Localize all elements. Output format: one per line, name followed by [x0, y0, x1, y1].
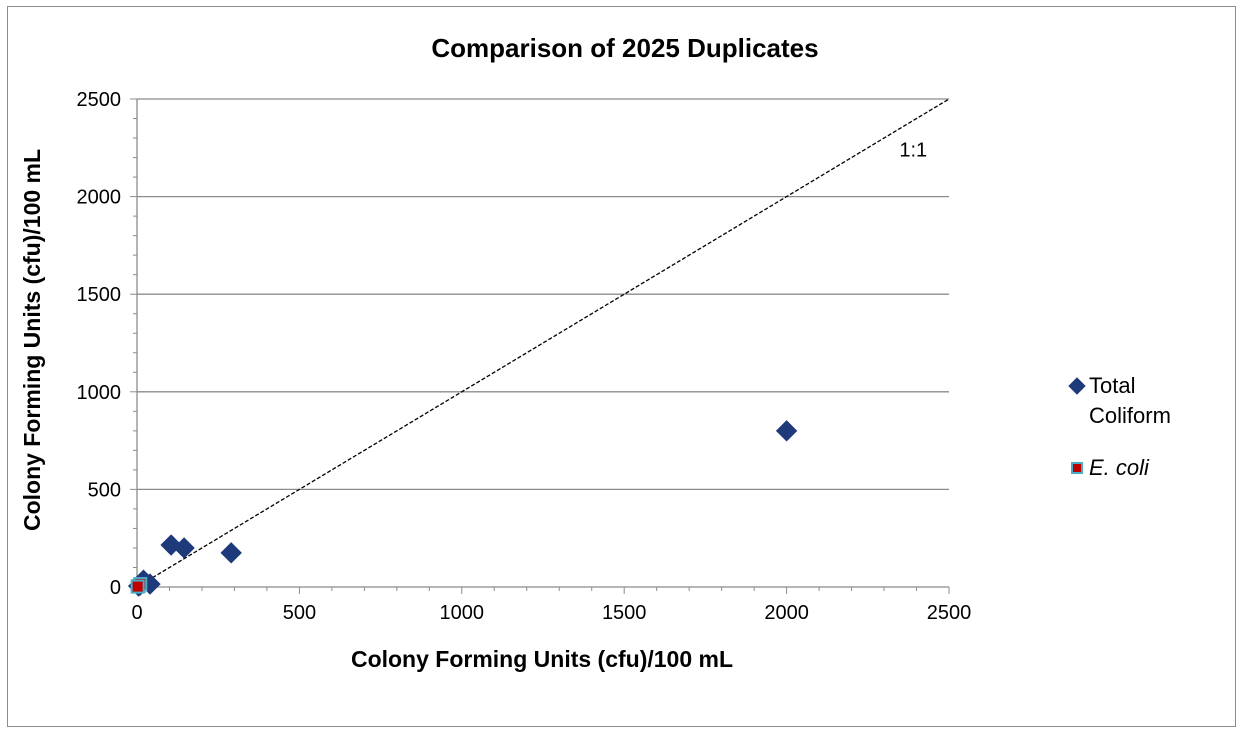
x-tick-label: 0 — [131, 602, 142, 624]
reference-line-group: 1:1 — [136, 98, 950, 588]
x-tick-label: 2000 — [764, 602, 809, 624]
tick-labels: 0 500 1000 1500 2000 2500 0 500 1000 1500 2000 2500 — [77, 89, 972, 624]
axes — [130, 98, 950, 594]
legend-label: Total — [1089, 373, 1135, 398]
y-axis-title: Colony Forming Units (cfu)/100 mL — [19, 149, 45, 531]
chart-frame — [7, 6, 1236, 727]
y-tick-label: 2000 — [77, 187, 122, 209]
data-point-total-coliform — [173, 537, 195, 559]
reference-line-1-to-1 — [136, 98, 950, 588]
chart-title: Comparison of 2025 Duplicates — [431, 33, 818, 63]
data-points — [127, 420, 798, 597]
x-tick-label: 500 — [283, 602, 316, 624]
x-axis-title: Colony Forming Units (cfu)/100 mL — [351, 646, 733, 672]
legend-label: Coliform — [1089, 403, 1171, 428]
data-point-total-coliform — [775, 420, 798, 442]
x-tick-label: 1500 — [602, 602, 647, 624]
x-tick-label: 1000 — [440, 602, 485, 624]
grid-lines — [137, 98, 949, 491]
x-tick-label: 2500 — [927, 602, 972, 624]
reference-line-label: 1:1 — [899, 140, 927, 162]
legend-marker-total-coliform — [1068, 377, 1086, 395]
y-tick-label: 2500 — [77, 89, 122, 111]
y-tick-label: 1000 — [77, 382, 122, 404]
y-tick-label: 0 — [110, 577, 121, 599]
y-tick-label: 500 — [88, 479, 121, 501]
y-tick-label: 1500 — [77, 284, 122, 306]
data-point-e-coli — [130, 579, 145, 594]
data-point-total-coliform — [220, 542, 242, 564]
legend: Total Coliform E. coli — [1068, 373, 1171, 480]
legend-marker-e-coli — [1071, 462, 1083, 474]
legend-label: E. coli — [1089, 455, 1150, 480]
